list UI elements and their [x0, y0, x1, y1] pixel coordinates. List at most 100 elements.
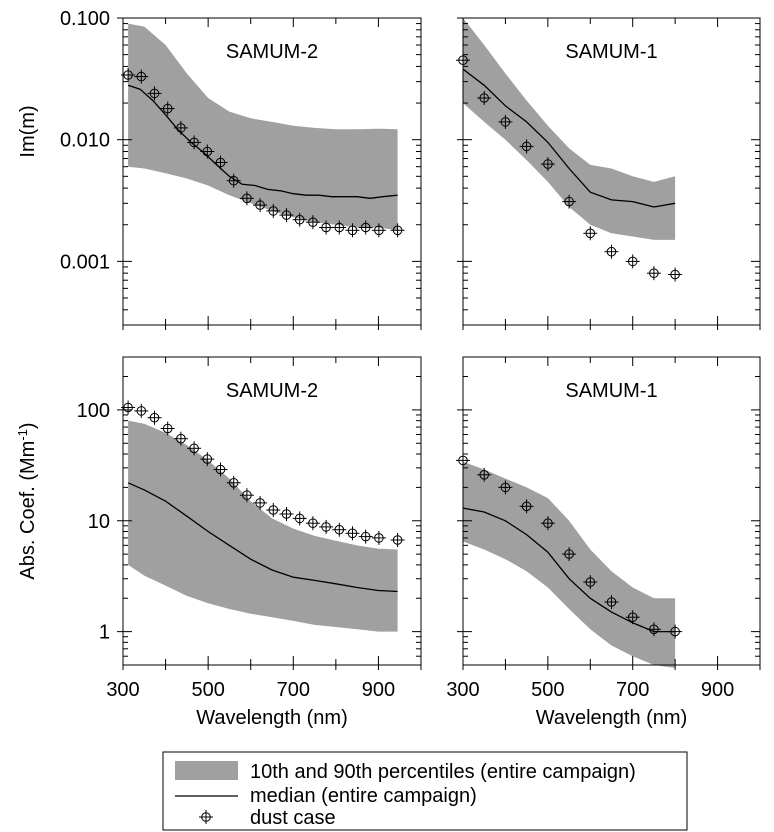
dust-case-point	[477, 91, 492, 105]
x-tick-label: 500	[531, 679, 564, 701]
panel-top-left: SAMUM-2 0.001 0.010 0.100 Im(m)	[17, 8, 422, 330]
legend-dust-label: dust case	[250, 807, 336, 829]
dust-case-point	[160, 101, 175, 116]
percentile-band	[463, 18, 676, 240]
y-axis-label: Abs. Coef. (Mm-1)	[15, 422, 40, 579]
y-tick-label: 1	[99, 622, 110, 644]
dust-case-point	[540, 516, 555, 531]
dust-case-point	[134, 403, 149, 418]
x-tick-label: 900	[362, 679, 395, 701]
x-tick-label: 300	[106, 679, 139, 701]
dust-case-point	[292, 212, 307, 227]
dust-case-point	[239, 191, 254, 206]
x-tick-label: 900	[701, 679, 734, 701]
panel-title: SAMUM-1	[565, 380, 657, 402]
plot-frame	[462, 356, 761, 666]
dust-case-point	[498, 114, 513, 129]
dust-case-point	[305, 215, 320, 230]
dust-case-point	[332, 522, 347, 537]
panel-title: SAMUM-1	[565, 41, 657, 63]
legend-box	[162, 751, 688, 831]
y-tick-label: 100	[77, 400, 110, 422]
y-tick-label: 0.001	[60, 251, 110, 273]
x-axis-label: Wavelength (nm)	[196, 707, 348, 729]
dust-case-point	[134, 69, 149, 84]
y-tick-label: 10	[88, 511, 110, 533]
dust-case-point	[390, 223, 405, 238]
dust-case-point	[646, 266, 661, 281]
dust-case-point	[562, 547, 577, 562]
dust-case-point	[583, 575, 598, 590]
dust-case-point	[332, 220, 347, 235]
percentile-band	[128, 23, 398, 231]
dust-case-point	[226, 173, 241, 188]
legend-band-label: 10th and 90th percentiles (entire campai…	[250, 761, 636, 783]
plot-frame	[122, 17, 422, 326]
dust-case-point	[147, 86, 162, 101]
dust-case-point	[187, 441, 202, 456]
dust-case-point	[625, 254, 640, 269]
dust-case-point	[345, 526, 360, 541]
dust-case-point	[213, 155, 228, 170]
median-line	[127, 84, 398, 199]
chart-panels: SAMUM-20.0010.0100.100Im(m)SAMUM-1SAMUM-…	[15, 8, 761, 729]
panel-title: SAMUM-2	[226, 41, 318, 63]
dust-case-point	[371, 530, 386, 545]
dust-case-point	[604, 244, 619, 259]
dust-case-point	[266, 503, 281, 517]
dust-case-point	[562, 194, 577, 209]
dust-case-point	[200, 452, 215, 467]
legend-median-label: median (entire campaign)	[250, 785, 477, 807]
dust-case-point	[371, 223, 386, 238]
dust-case-point	[147, 410, 162, 425]
dust-case-point	[668, 624, 683, 639]
dust-case-point	[519, 139, 534, 154]
dust-case-point	[477, 467, 492, 482]
dust-case-point	[305, 516, 320, 531]
dust-case-point	[345, 223, 360, 238]
panel-title: SAMUM-2	[226, 380, 318, 402]
dust-case-point	[266, 203, 281, 218]
y-axis-label: Im(m)	[17, 105, 39, 157]
plot-frame	[462, 17, 761, 326]
dust-case-point	[519, 499, 534, 514]
x-tick-label: 700	[616, 679, 649, 701]
legend-band-swatch	[175, 761, 238, 780]
dust-case-point	[358, 220, 373, 235]
x-tick-label: 300	[446, 679, 479, 701]
dust-case-point	[625, 610, 640, 625]
dust-case-point	[239, 488, 254, 503]
panel-bottom-left: SAMUM-2 1 10 100 300 500 700 900 Wavelength (nm)…	[15, 356, 422, 729]
dust-case-point	[668, 267, 683, 282]
x-tick-label: 700	[277, 679, 310, 701]
dust-case-point	[540, 157, 555, 172]
dust-case-point	[160, 421, 175, 436]
dust-case-point	[173, 431, 188, 446]
x-tick-label: 500	[191, 679, 224, 701]
percentile-band	[463, 461, 676, 668]
y-tick-label: 0.010	[60, 130, 110, 152]
dust-case-point	[253, 198, 268, 213]
median-line	[462, 68, 676, 208]
median-line	[127, 482, 398, 593]
dust-case-point	[173, 120, 188, 135]
percentile-band	[128, 420, 398, 632]
dust-case-point	[358, 529, 373, 544]
dust-case-point	[213, 462, 228, 477]
panel-bottom-right: SAMUM-1 300 500 700 900 Wavelength (nm)	[446, 356, 761, 729]
dust-case-point	[292, 511, 307, 526]
legend-dust-marker	[199, 810, 213, 824]
dust-case-point	[187, 135, 202, 150]
x-axis-label: Wavelength (nm)	[536, 707, 688, 729]
dust-case-point	[226, 475, 241, 490]
dust-case-point	[200, 144, 215, 159]
legend: 10th and 90th percentiles (entire campai…	[162, 751, 688, 831]
dust-case-point	[583, 226, 598, 241]
median-line	[462, 507, 676, 633]
plot-frame	[122, 356, 422, 666]
dust-case-point	[279, 507, 294, 521]
dust-case-point	[319, 519, 334, 534]
y-tick-label: 0.100	[60, 8, 110, 30]
panel-top-right: SAMUM-1	[456, 17, 761, 330]
